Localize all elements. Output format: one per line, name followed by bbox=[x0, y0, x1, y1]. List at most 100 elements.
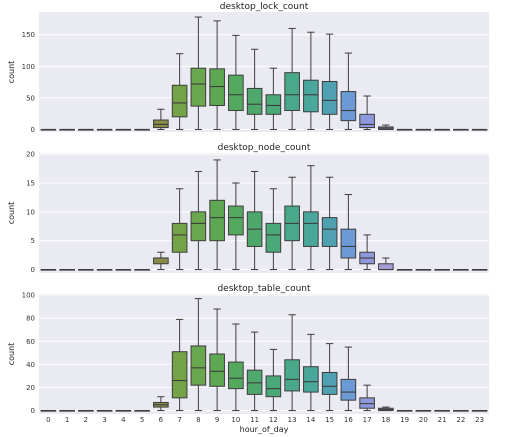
box-hour-10 bbox=[228, 34, 244, 130]
box-iqr bbox=[303, 211, 319, 247]
box-iqr bbox=[190, 67, 207, 107]
box-iqr bbox=[284, 359, 300, 392]
box-iqr bbox=[265, 94, 282, 115]
x-tick-label: 9 bbox=[215, 416, 219, 424]
box-hour-14 bbox=[303, 31, 319, 130]
box-hour-8 bbox=[190, 298, 207, 412]
box-hour-2 bbox=[78, 268, 94, 271]
box-hour-9 bbox=[209, 20, 225, 130]
box-hour-10 bbox=[228, 182, 244, 271]
x-axis-label: hour_of_day bbox=[240, 425, 289, 434]
box-hour-11 bbox=[246, 331, 263, 412]
box-hour-22 bbox=[453, 128, 469, 131]
plot-area bbox=[39, 12, 489, 132]
x-tick-label: 22 bbox=[456, 416, 465, 424]
chart-title: desktop_node_count bbox=[218, 143, 311, 153]
box-hour-14 bbox=[303, 333, 319, 412]
box-iqr bbox=[265, 222, 282, 253]
box-hour-7 bbox=[171, 53, 188, 130]
box-iqr bbox=[321, 371, 338, 395]
x-tick-label: 23 bbox=[475, 416, 484, 424]
x-tick-label: 17 bbox=[363, 416, 372, 424]
box-iqr bbox=[171, 84, 188, 118]
box-hour-10 bbox=[228, 323, 244, 412]
box-hour-6 bbox=[153, 108, 169, 130]
box-hour-17 bbox=[359, 95, 375, 130]
box-hour-22 bbox=[453, 268, 469, 271]
y-tick-label: 80 bbox=[26, 315, 35, 323]
box-hour-21 bbox=[434, 409, 450, 412]
box-hour-5 bbox=[134, 409, 150, 412]
box-hour-4 bbox=[115, 128, 132, 131]
box-hour-8 bbox=[190, 170, 207, 271]
box-hour-11 bbox=[246, 48, 263, 130]
box-iqr bbox=[340, 91, 357, 122]
box-hour-9 bbox=[209, 308, 225, 412]
box-hour-1 bbox=[59, 268, 75, 271]
y-axis-label: count bbox=[7, 202, 16, 225]
box-hour-21 bbox=[434, 268, 450, 271]
x-tick-label: 5 bbox=[140, 416, 144, 424]
x-tick-label: 8 bbox=[196, 416, 200, 424]
box-hour-8 bbox=[190, 16, 207, 130]
box-hour-0 bbox=[40, 409, 57, 412]
x-tick-label: 12 bbox=[269, 416, 278, 424]
box-hour-15 bbox=[321, 343, 338, 412]
box-hour-16 bbox=[340, 346, 357, 412]
shared-x-axis: 0 1 2 3 4 5 6 7 8 9 10 11 12 13 14 15 16 17 18 19 20 21 22 23ho… bbox=[46, 416, 484, 434]
x-tick-label: 19 bbox=[400, 416, 409, 424]
box-hour-12 bbox=[265, 348, 282, 412]
box-hour-13 bbox=[284, 27, 300, 130]
y-tick-label: 10 bbox=[26, 208, 35, 216]
box-iqr bbox=[153, 119, 169, 129]
box-hour-13 bbox=[284, 314, 300, 412]
box-hour-1 bbox=[59, 128, 75, 131]
box-iqr bbox=[321, 80, 338, 115]
x-tick-label: 1 bbox=[65, 416, 69, 424]
box-iqr bbox=[153, 257, 169, 265]
x-tick-label: 3 bbox=[102, 416, 106, 424]
box-hour-1 bbox=[59, 409, 75, 412]
box-iqr bbox=[359, 397, 375, 409]
box-hour-22 bbox=[453, 409, 469, 412]
x-tick-label: 0 bbox=[46, 416, 50, 424]
box-hour-21 bbox=[434, 128, 450, 131]
box-hour-11 bbox=[246, 170, 263, 271]
y-tick-label: 0 bbox=[31, 407, 35, 415]
box-iqr bbox=[284, 72, 300, 112]
box-iqr bbox=[340, 228, 357, 259]
box-hour-12 bbox=[265, 67, 282, 130]
box-hour-12 bbox=[265, 188, 282, 271]
x-tick-label: 21 bbox=[438, 416, 447, 424]
y-tick-label: 150 bbox=[22, 31, 35, 39]
y-axis-label: count bbox=[7, 343, 16, 366]
box-hour-17 bbox=[359, 234, 375, 271]
box-hour-20 bbox=[415, 268, 432, 271]
box-hour-3 bbox=[96, 268, 113, 271]
box-iqr bbox=[246, 369, 263, 395]
box-hour-16 bbox=[340, 194, 357, 271]
chart-title: desktop_table_count bbox=[217, 284, 311, 294]
box-hour-23 bbox=[471, 409, 488, 412]
box-iqr bbox=[303, 79, 319, 113]
box-iqr bbox=[303, 366, 319, 393]
y-tick-label: 100 bbox=[22, 63, 35, 71]
box-iqr bbox=[265, 375, 282, 398]
x-tick-label: 10 bbox=[231, 416, 240, 424]
x-tick-label: 2 bbox=[84, 416, 88, 424]
box-hour-5 bbox=[134, 128, 150, 131]
box-iqr bbox=[209, 353, 225, 387]
box-hour-2 bbox=[78, 409, 94, 412]
x-tick-label: 14 bbox=[306, 416, 315, 424]
box-hour-5 bbox=[134, 268, 150, 271]
x-tick-label: 16 bbox=[344, 416, 353, 424]
box-hour-18 bbox=[378, 124, 394, 130]
box-hour-7 bbox=[171, 318, 188, 412]
box-hour-3 bbox=[96, 128, 113, 131]
box-iqr bbox=[171, 222, 188, 253]
y-tick-label: 60 bbox=[26, 338, 35, 346]
